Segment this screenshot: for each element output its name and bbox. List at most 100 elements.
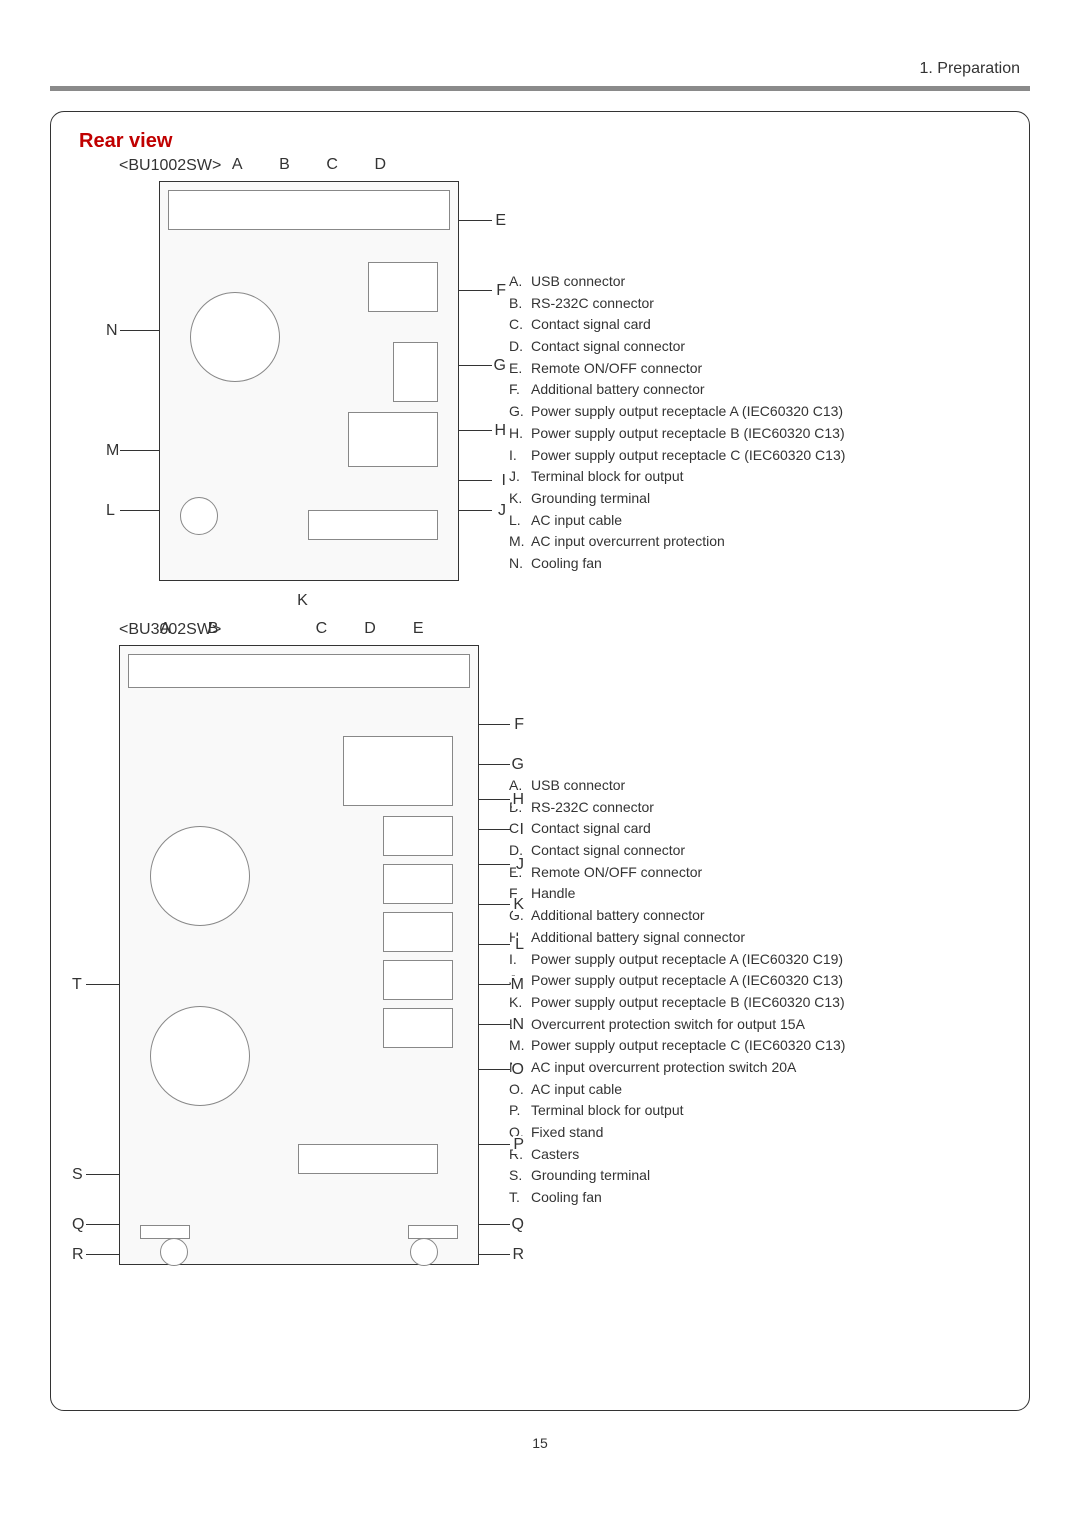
legend-letter: N. [509, 553, 531, 575]
lead-line [86, 984, 120, 985]
lead-line [458, 430, 492, 431]
legend-line: H.Power supply output receptacle B (IEC6… [509, 423, 1001, 445]
lead-line [478, 1024, 510, 1025]
legend-line: K.Grounding terminal [509, 488, 1001, 510]
diagram2-top-letters: A B C D E [120, 620, 478, 638]
callout-letter: Q [72, 1216, 84, 1234]
lead-line [86, 1174, 120, 1175]
lead-line [478, 1069, 510, 1070]
callout-letter: C [316, 620, 328, 638]
callout-letter: I [502, 472, 506, 490]
lead-line [478, 724, 510, 725]
callout-letter: I [520, 821, 524, 839]
callout-letter: M [511, 976, 524, 994]
lead-line [458, 510, 492, 511]
legend2: A.USB connectorB.RS-232C connectorC.Cont… [479, 645, 1001, 1209]
callout-letter: E [413, 620, 424, 638]
legend-text: AC input cable [531, 512, 622, 528]
diagram-bu3002sw: A B C D E F G H I J K L M N O P Q R [119, 645, 479, 1265]
legend-line: I.Power supply output receptacle A (IEC6… [509, 949, 1001, 971]
fan-icon [150, 1006, 250, 1106]
legend-letter: T. [509, 1187, 531, 1209]
legend-line: E.Remote ON/OFF connector [509, 358, 1001, 380]
legend-text: Power supply output receptacle A (IEC603… [531, 972, 843, 988]
outlet-block [383, 864, 453, 904]
page-number: 15 [50, 1435, 1030, 1451]
legend-text: Additional battery connector [531, 907, 705, 923]
lead-line [478, 944, 510, 945]
legend-letter: H. [509, 423, 531, 445]
callout-letter: B [208, 620, 219, 638]
legend-line: L.AC input cable [509, 510, 1001, 532]
legend-line: H.Additional battery signal connector [509, 927, 1001, 949]
section-title: Rear view [79, 130, 1001, 153]
legend-letter: D. [509, 336, 531, 358]
callout-letter: J [516, 856, 524, 874]
legend-line: E.Remote ON/OFF connector [509, 862, 1001, 884]
callout-letter: D [375, 156, 387, 174]
legend-text: Terminal block for output [531, 1102, 684, 1118]
callout-letter: S [72, 1166, 83, 1184]
connector-block [368, 262, 438, 312]
lead-line [478, 799, 510, 800]
callout-letter: J [498, 502, 506, 520]
lead-line [478, 1144, 510, 1145]
lead-line [120, 450, 160, 451]
legend-line: G.Additional battery connector [509, 905, 1001, 927]
callout-letter: B [279, 156, 290, 174]
diagram2-column: A B C D E F G H I J K L M N O P Q R [79, 645, 479, 1265]
legend-line: B.RS-232C connector [509, 293, 1001, 315]
callout-letter: N [512, 1016, 524, 1034]
legend-line: K.Power supply output receptacle B (IEC6… [509, 992, 1001, 1014]
legend-line: I.Power supply output receptacle C (IEC6… [509, 445, 1001, 467]
terminal-block [298, 1144, 438, 1174]
legend-line: J.Power supply output receptacle A (IEC6… [509, 970, 1001, 992]
cable-hole [180, 497, 218, 535]
callout-letter: A [232, 156, 243, 174]
lead-line [478, 829, 510, 830]
lead-line [120, 510, 160, 511]
callout-letter: P [513, 1136, 524, 1154]
legend-line: B.RS-232C connector [509, 797, 1001, 819]
legend-text: Contact signal connector [531, 338, 685, 354]
legend-line: L.Overcurrent protection switch for outp… [509, 1014, 1001, 1036]
legend-line: M.Power supply output receptacle C (IEC6… [509, 1035, 1001, 1057]
lead-line [458, 220, 492, 221]
lead-line [478, 904, 510, 905]
callout-letter: D [364, 620, 376, 638]
legend-text: Contact signal card [531, 316, 651, 332]
callout-letter: G [494, 357, 506, 375]
legend-text: Remote ON/OFF connector [531, 864, 702, 880]
caster-icon [410, 1238, 438, 1266]
legend-letter: G. [509, 401, 531, 423]
legend-line: G.Power supply output receptacle A (IEC6… [509, 401, 1001, 423]
panel-top [128, 654, 470, 688]
legend-letter: M. [509, 1035, 531, 1057]
legend-text: Additional battery connector [531, 381, 705, 397]
legend1: A.USB connectorB.RS-232C connectorC.Cont… [479, 181, 1001, 575]
legend-text: Handle [531, 885, 575, 901]
legend-letter: J. [509, 466, 531, 488]
terminal-block [308, 510, 438, 540]
callout-letter: R [512, 1246, 524, 1264]
legend-text: Power supply output receptacle C (IEC603… [531, 1037, 845, 1053]
callout-letter: E [495, 212, 506, 230]
legend-line: C.Contact signal card [509, 314, 1001, 336]
lead-line [86, 1224, 120, 1225]
legend-text: Contact signal connector [531, 842, 685, 858]
legend-line: M.AC input overcurrent protection [509, 531, 1001, 553]
legend-line: R.Casters [509, 1144, 1001, 1166]
legend-text: Cooling fan [531, 555, 602, 571]
legend-line: D.Contact signal connector [509, 840, 1001, 862]
legend-text: Grounding terminal [531, 490, 650, 506]
legend-text: Power supply output receptacle B (IEC603… [531, 994, 845, 1010]
lead-line [478, 1254, 510, 1255]
legend-letter: A. [509, 271, 531, 293]
lead-line [86, 1254, 120, 1255]
callout-letter: H [512, 791, 524, 809]
legend-line: S.Grounding terminal [509, 1165, 1001, 1187]
fan-icon [150, 826, 250, 926]
caster-icon [160, 1238, 188, 1266]
content-box: Rear view <BU1002SW> A B C D E F G H I J… [50, 111, 1030, 1411]
callout-letter: L [515, 936, 524, 954]
